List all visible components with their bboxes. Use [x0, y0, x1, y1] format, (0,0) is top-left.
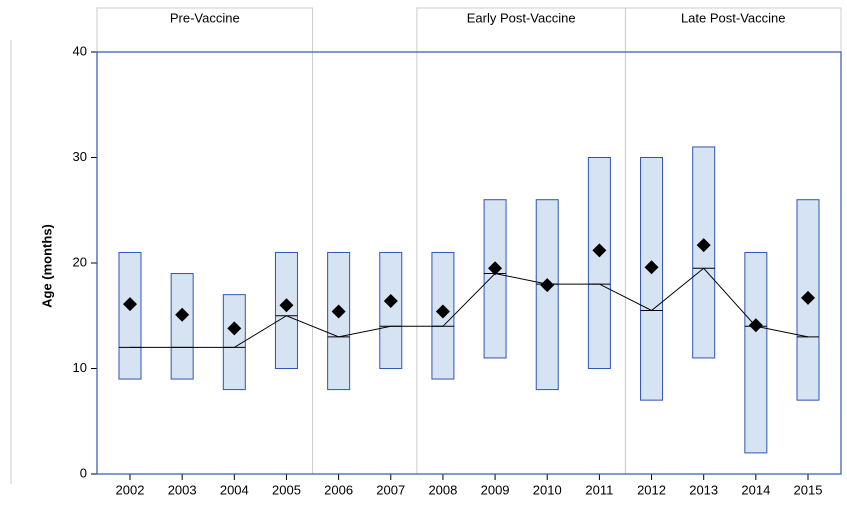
mean-marker — [383, 293, 398, 308]
box — [222, 294, 246, 391]
y-tick-label: 30 — [73, 149, 87, 164]
x-tick-label: 2006 — [324, 482, 353, 497]
y-tick-label: 40 — [73, 43, 87, 58]
box — [118, 251, 142, 380]
x-tick-label: 2010 — [533, 482, 562, 497]
x-tick-label: 2011 — [585, 482, 613, 497]
mean-marker — [644, 260, 659, 275]
box — [379, 251, 403, 369]
x-tick-label: 2013 — [689, 482, 718, 497]
mean-marker — [592, 243, 607, 258]
mean-marker — [331, 304, 346, 319]
y-tick-label: 20 — [73, 254, 87, 269]
box — [535, 199, 559, 391]
mean-marker — [488, 261, 503, 276]
period-label: Late Post-Vaccine — [681, 10, 786, 25]
box — [170, 273, 194, 380]
x-tick-label: 2007 — [376, 482, 405, 497]
mean-marker — [540, 278, 555, 293]
mean-marker — [435, 304, 450, 319]
x-tick-label: 2009 — [481, 482, 510, 497]
x-tick-label: 2002 — [116, 482, 145, 497]
x-tick-label: 2014 — [741, 482, 770, 497]
box — [587, 157, 611, 369]
box — [483, 199, 507, 359]
mean-marker — [279, 298, 294, 313]
plot-frame — [96, 51, 842, 475]
x-tick-label: 2003 — [168, 482, 197, 497]
x-tick-label: 2004 — [220, 482, 249, 497]
x-tick-label: 2005 — [272, 482, 301, 497]
period-label: Pre-Vaccine — [170, 10, 240, 25]
mean-marker — [227, 321, 242, 336]
box — [744, 251, 768, 454]
mean-marker — [696, 238, 711, 253]
x-tick-label: 2012 — [637, 482, 666, 497]
x-tick-label: 2015 — [794, 482, 823, 497]
box — [692, 146, 716, 359]
box — [327, 251, 351, 391]
y-tick-label: 10 — [73, 360, 87, 375]
median-line — [130, 267, 809, 348]
x-tick-label: 2008 — [428, 482, 457, 497]
y-axis-label: Age (months) — [39, 224, 54, 308]
box — [640, 157, 664, 401]
mean-marker — [175, 307, 190, 322]
y-tick-label: 0 — [80, 465, 87, 480]
period-label: Early Post-Vaccine — [467, 10, 576, 25]
mean-marker — [123, 297, 137, 312]
mean-marker — [748, 318, 763, 333]
mean-marker — [801, 290, 815, 305]
